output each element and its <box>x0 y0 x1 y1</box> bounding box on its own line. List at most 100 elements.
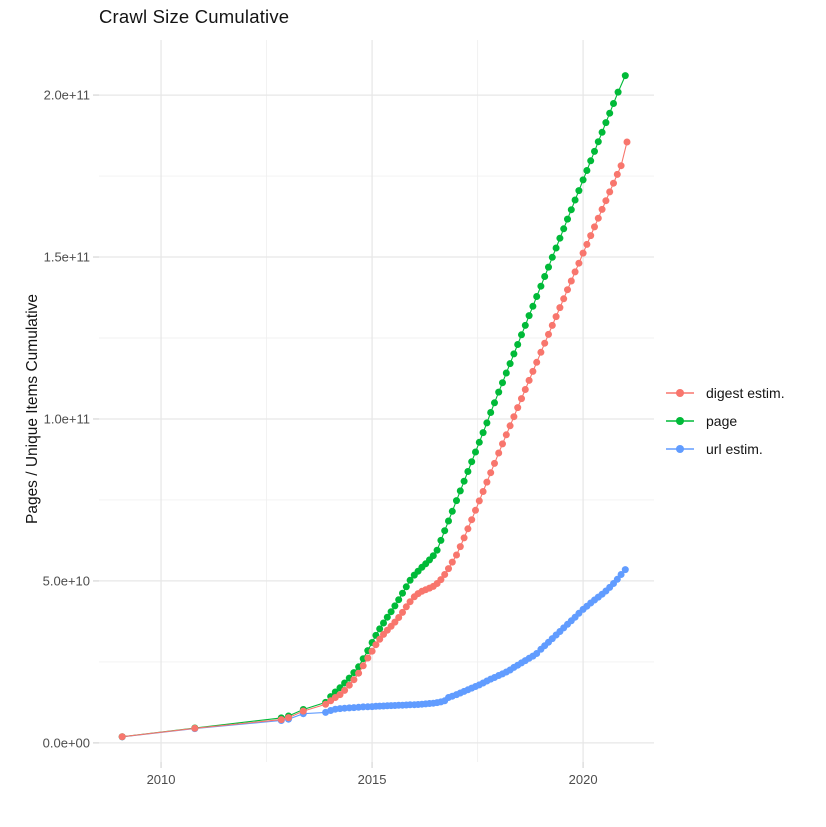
data-point <box>441 571 449 578</box>
data-point <box>453 551 460 559</box>
data-point <box>502 431 510 439</box>
data-point <box>118 733 126 741</box>
data-point <box>372 641 380 649</box>
data-point <box>587 157 595 165</box>
data-point <box>564 215 571 223</box>
legend-label: page <box>706 413 738 429</box>
data-point <box>499 379 506 387</box>
data-point <box>529 367 537 375</box>
data-point <box>571 268 579 276</box>
data-point <box>613 575 621 583</box>
data-point <box>567 206 575 214</box>
data-point <box>502 369 510 377</box>
data-point <box>336 691 344 699</box>
data-point <box>487 469 495 477</box>
legend-key-url-estim <box>664 440 696 458</box>
chart-title: Crawl Size Cumulative <box>99 6 290 27</box>
data-point <box>518 395 525 403</box>
data-point <box>614 88 622 96</box>
x-tick-label: 2020 <box>569 772 598 787</box>
data-point <box>441 527 449 535</box>
data-point <box>448 558 456 566</box>
data-point <box>495 388 503 396</box>
data-point <box>475 438 483 446</box>
data-point <box>579 176 587 184</box>
data-point <box>460 534 468 542</box>
data-point <box>560 295 568 303</box>
data-point <box>514 404 522 412</box>
data-point <box>514 341 522 348</box>
data-point <box>383 613 391 621</box>
data-point <box>456 543 464 551</box>
data-point <box>548 253 556 261</box>
legend-dot-icon <box>676 417 684 425</box>
data-point <box>395 614 403 621</box>
data-point <box>556 304 564 312</box>
data-point <box>483 478 491 486</box>
data-point <box>575 187 583 195</box>
data-point <box>587 232 595 240</box>
series-line <box>122 141 628 738</box>
data-point <box>541 339 549 347</box>
data-point <box>376 635 384 643</box>
data-point <box>521 386 529 393</box>
data-point <box>433 546 441 554</box>
data-point <box>545 263 552 271</box>
data-point <box>472 448 479 456</box>
data-point <box>429 552 437 560</box>
y-tick-label: 5.0e+10 <box>43 573 90 588</box>
data-point <box>510 350 518 358</box>
legend-item-page: page <box>664 407 785 435</box>
data-point <box>391 618 399 626</box>
data-point <box>506 422 514 430</box>
data-point <box>518 331 525 339</box>
data-point <box>552 244 560 252</box>
data-point <box>610 100 617 107</box>
data-point <box>479 488 487 495</box>
y-tick-label: 2.0e+11 <box>44 88 90 103</box>
data-point <box>541 273 549 280</box>
data-point <box>552 313 560 321</box>
legend-key-page <box>664 412 696 430</box>
data-point <box>364 654 372 662</box>
data-point <box>475 497 483 505</box>
data-point <box>456 487 464 495</box>
minor-gridlines <box>99 40 654 762</box>
data-point <box>591 223 598 231</box>
data-point <box>525 376 533 384</box>
data-point <box>556 234 564 242</box>
data-point <box>545 330 552 338</box>
data-point <box>285 714 292 722</box>
data-point <box>521 321 529 329</box>
legend-item-url-estim: url estim. <box>664 435 785 463</box>
x-tick-label: 2010 <box>147 772 176 787</box>
major-gridlines <box>99 40 654 762</box>
data-point <box>445 517 452 525</box>
axis-tick-marks <box>93 94 584 768</box>
data-point <box>510 413 518 421</box>
data-point <box>621 566 629 574</box>
data-point <box>380 619 387 627</box>
data-point <box>491 459 498 467</box>
data-point <box>460 477 468 485</box>
data-point <box>506 360 514 368</box>
y-tick-label: 1.0e+11 <box>44 411 90 426</box>
data-point <box>355 669 363 677</box>
data-point <box>591 147 598 155</box>
data-point <box>594 214 602 222</box>
data-point <box>491 399 498 407</box>
data-point <box>464 468 472 475</box>
data-point <box>453 497 460 505</box>
data-point <box>399 608 406 616</box>
legend-dot-icon <box>676 445 684 453</box>
data-point <box>623 138 631 146</box>
data-point <box>533 293 541 300</box>
data-point <box>359 662 367 670</box>
data-point <box>437 536 445 544</box>
data-point <box>594 138 602 146</box>
data-point <box>299 707 307 715</box>
data-point <box>598 128 606 136</box>
data-point <box>406 576 414 584</box>
